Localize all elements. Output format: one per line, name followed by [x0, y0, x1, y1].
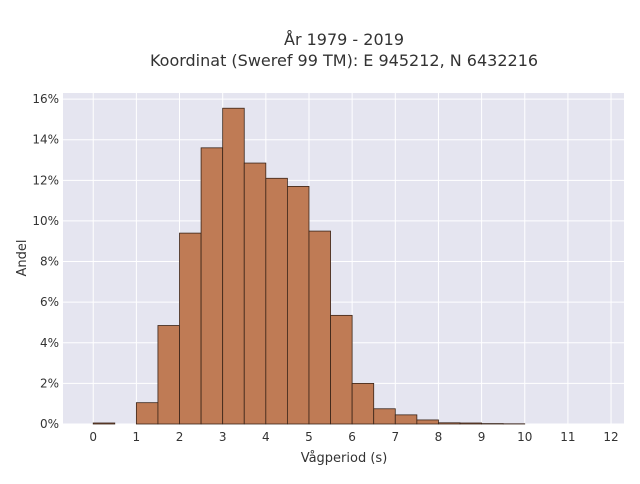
y-tick-label: 6%: [40, 295, 59, 309]
histogram-bar: [201, 148, 223, 424]
x-tick-label: 9: [478, 430, 486, 444]
y-tick-label: 12%: [32, 173, 59, 187]
x-tick-label: 3: [219, 430, 227, 444]
y-tick-label: 10%: [32, 214, 59, 228]
histogram-bar: [244, 163, 266, 424]
histogram-bar: [223, 108, 245, 424]
x-tick-label: 6: [348, 430, 356, 444]
y-tick-label: 16%: [32, 92, 59, 106]
x-axis-title: Vågperiod (s): [301, 451, 388, 466]
y-tick-label: 8%: [40, 255, 59, 269]
x-tick-label: 4: [262, 430, 270, 444]
x-tick-label: 1: [133, 430, 141, 444]
histogram-bar: [158, 326, 180, 424]
x-tick-label: 8: [435, 430, 443, 444]
x-tick-label: 10: [517, 430, 532, 444]
histogram-bar: [417, 420, 439, 424]
x-tick-label: 12: [603, 430, 618, 444]
histogram-bar: [438, 423, 460, 424]
x-tick-label: 0: [89, 430, 97, 444]
histogram-bar: [287, 186, 309, 424]
histogram-bar: [266, 178, 288, 424]
y-tick-label: 14%: [32, 133, 59, 147]
histogram-bar: [93, 423, 115, 424]
x-tick-label: 5: [305, 430, 313, 444]
histogram-bar: [374, 409, 396, 424]
histogram-bar: [136, 403, 158, 424]
chart-title-line2: Koordinat (Sweref 99 TM): E 945212, N 64…: [150, 51, 538, 70]
y-axis-ticks: 0% 2% 4% 6% 8% 10% 12% 14% 16%: [32, 92, 59, 431]
histogram-bar: [331, 315, 353, 424]
histogram-bar: [460, 423, 482, 424]
histogram-bar: [352, 383, 374, 424]
histogram-bar: [309, 231, 331, 424]
chart-title-line1: År 1979 - 2019: [284, 30, 404, 49]
y-tick-label: 2%: [40, 376, 59, 390]
histogram-bar: [180, 233, 202, 424]
x-tick-label: 2: [176, 430, 184, 444]
y-tick-label: 0%: [40, 417, 59, 431]
x-tick-label: 11: [560, 430, 575, 444]
x-tick-label: 7: [391, 430, 399, 444]
histogram-bar: [395, 415, 417, 424]
y-tick-label: 4%: [40, 336, 59, 350]
y-axis-title: Andel: [15, 240, 30, 277]
